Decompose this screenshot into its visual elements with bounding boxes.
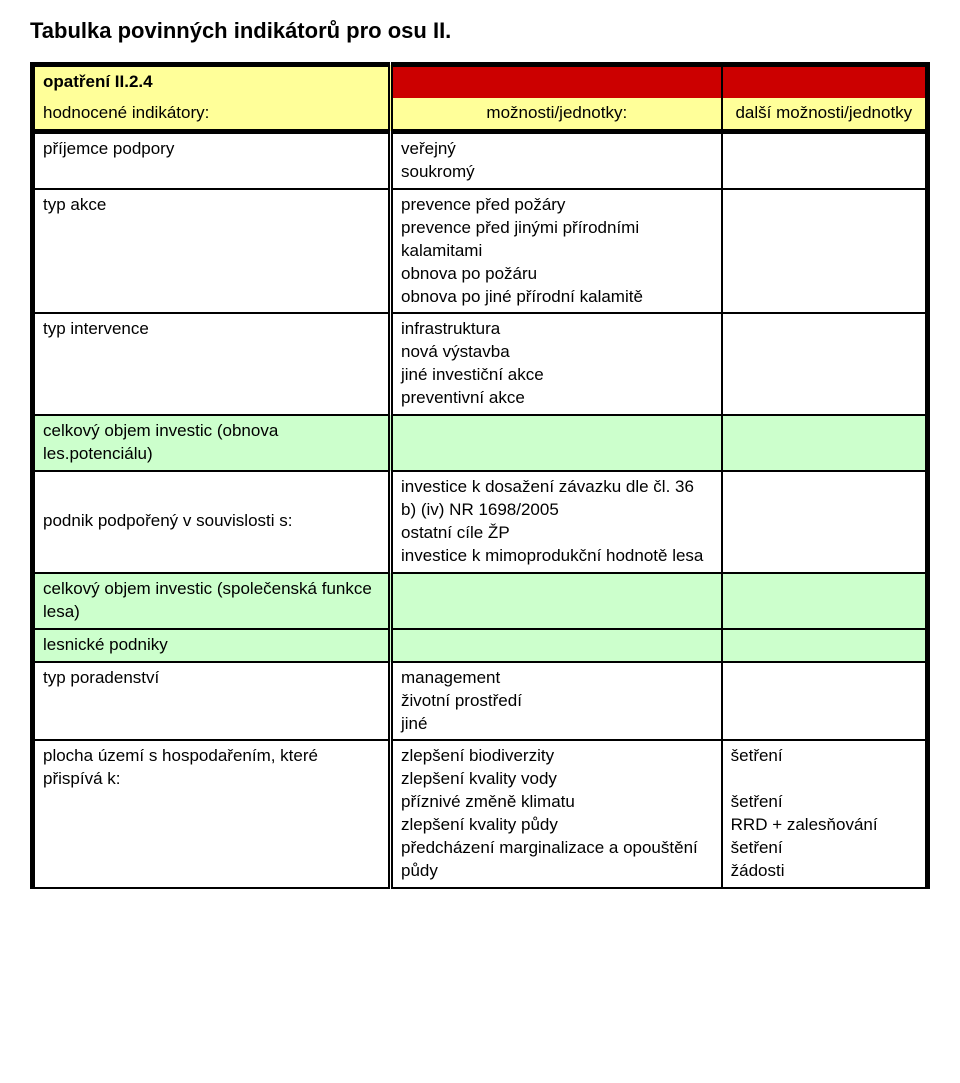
table-row: plocha území s hospodařením, které přisp… [33, 740, 928, 888]
cell-extra [722, 629, 928, 662]
cell-extra [722, 573, 928, 629]
table-row: lesnické podniky [33, 629, 928, 662]
cell-label: celkový objem investic (společenská funk… [33, 573, 391, 629]
indicators-table: opatření II.2.4 hodnocené indikátory: mo… [30, 62, 930, 889]
table-row: typ intervence infrastruktura nová výsta… [33, 313, 928, 415]
cell-options: investice k dosažení závazku dle čl. 36 … [391, 471, 722, 573]
cell-extra [722, 471, 928, 573]
header-spacer-1 [391, 65, 722, 98]
col3-header: další možnosti/jednotky [722, 98, 928, 131]
table-row: příjemce podpory veřejný soukromý [33, 131, 928, 188]
cell-label: lesnické podniky [33, 629, 391, 662]
measure-label: opatření II.2.4 [33, 65, 391, 98]
cell-label: typ intervence [33, 313, 391, 415]
col2-header: možnosti/jednotky: [391, 98, 722, 131]
cell-label: podnik podpořený v souvislosti s: [33, 471, 391, 573]
cell-options: management životní prostředí jiné [391, 662, 722, 741]
cell-extra [722, 313, 928, 415]
cell-extra [722, 662, 928, 741]
cell-extra [722, 189, 928, 314]
cell-options: veřejný soukromý [391, 131, 722, 188]
cell-options: zlepšení biodiverzity zlepšení kvality v… [391, 740, 722, 888]
table-row: celkový objem investic (společenská funk… [33, 573, 928, 629]
cell-options: prevence před požáry prevence před jiným… [391, 189, 722, 314]
header-spacer-2 [722, 65, 928, 98]
cell-options [391, 573, 722, 629]
cell-options: infrastruktura nová výstavba jiné invest… [391, 313, 722, 415]
cell-extra [722, 415, 928, 471]
cell-label: celkový objem investic (obnova les.poten… [33, 415, 391, 471]
cell-label: příjemce podpory [33, 131, 391, 188]
cell-extra: šetření šetření RRD + zalesňování šetřen… [722, 740, 928, 888]
table-row: podnik podpořený v souvislosti s: invest… [33, 471, 928, 573]
table-row: typ poradenství management životní prost… [33, 662, 928, 741]
table-row: celkový objem investic (obnova les.poten… [33, 415, 928, 471]
page-title: Tabulka povinných indikátorů pro osu II. [30, 18, 930, 44]
table-header-row-2: hodnocené indikátory: možnosti/jednotky:… [33, 98, 928, 131]
col1-header: hodnocené indikátory: [33, 98, 391, 131]
cell-label: plocha území s hospodařením, které přisp… [33, 740, 391, 888]
table-row: typ akce prevence před požáry prevence p… [33, 189, 928, 314]
cell-options [391, 415, 722, 471]
cell-extra [722, 131, 928, 188]
cell-label: typ poradenství [33, 662, 391, 741]
cell-label: typ akce [33, 189, 391, 314]
cell-options [391, 629, 722, 662]
table-header-row-1: opatření II.2.4 [33, 65, 928, 98]
